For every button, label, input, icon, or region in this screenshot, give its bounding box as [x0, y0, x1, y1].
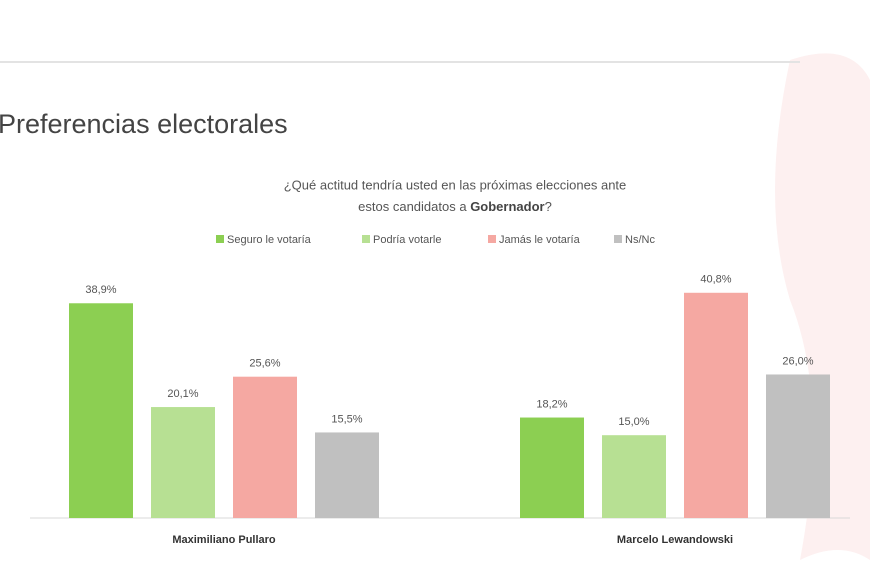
subtitle-part: ?	[545, 199, 552, 214]
decoration	[775, 53, 870, 560]
data-label: 18,2%	[536, 398, 567, 410]
data-label: 40,8%	[700, 274, 731, 286]
data-label: 15,0%	[618, 416, 649, 428]
bar	[602, 435, 666, 518]
subtitle-part: estos candidatos a	[358, 199, 470, 214]
subtitle: estos candidatos a Gobernador?	[358, 199, 552, 214]
data-label: 26,0%	[782, 355, 813, 367]
bar	[315, 432, 379, 518]
bar	[69, 303, 133, 518]
legend-swatch	[216, 235, 224, 243]
x-tick-label: Maximiliano Pullaro	[172, 534, 276, 546]
chart-title: Preferencias electorales	[0, 109, 288, 139]
bar	[520, 417, 584, 518]
legend-swatch	[488, 235, 496, 243]
legend-label: Ns/Nc	[625, 234, 655, 246]
data-label: 20,1%	[167, 388, 198, 400]
legend-swatch	[362, 235, 370, 243]
data-label: 25,6%	[249, 358, 280, 370]
bar	[766, 374, 830, 518]
legend-label: Seguro le votaría	[227, 234, 312, 246]
bar	[233, 376, 297, 518]
data-label: 38,9%	[85, 284, 116, 296]
bar	[684, 292, 748, 518]
legend-swatch	[614, 235, 622, 243]
bar	[151, 407, 215, 518]
legend-label: Jamás le votaría	[499, 234, 581, 246]
subtitle: ¿Qué actitud tendría usted en las próxim…	[284, 177, 627, 192]
x-tick-label: Marcelo Lewandowski	[617, 534, 733, 546]
subtitle-bold: Gobernador	[470, 199, 544, 214]
data-label: 15,5%	[331, 413, 362, 425]
legend-label: Podría votarle	[373, 234, 441, 246]
